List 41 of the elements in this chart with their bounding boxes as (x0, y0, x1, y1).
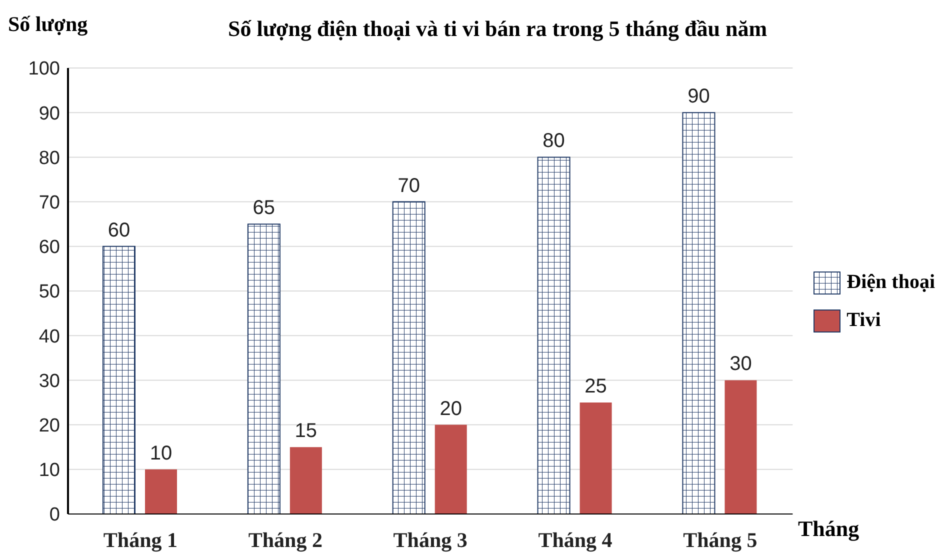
bar (145, 469, 177, 514)
y-tick-label: 30 (38, 370, 60, 392)
bar (102, 246, 136, 514)
x-tick-label: Tháng 4 (538, 528, 613, 552)
bar (392, 201, 426, 514)
bar (290, 447, 322, 514)
legend-label: Tivi (846, 309, 881, 332)
data-label: 80 (542, 130, 565, 152)
x-tick-label: Tháng 1 (103, 528, 178, 552)
x-tick-label: Tháng 3 (393, 528, 468, 552)
bar (580, 402, 612, 514)
y-tick-label: 0 (49, 504, 60, 526)
bar (247, 224, 280, 514)
data-label: 65 (252, 197, 276, 220)
chart-title: Số lượng điện thoại và ti vi bán ra trong 5 tháng đầu năm (228, 16, 768, 42)
data-label: 30 (730, 353, 752, 376)
bar (537, 156, 570, 514)
data-label: 70 (398, 174, 420, 197)
x-tick-label: Tháng 2 (248, 528, 322, 552)
data-label: 25 (584, 376, 607, 398)
x-axis-title: Tháng (798, 516, 860, 542)
y-tick-label: 70 (38, 192, 60, 214)
x-tick-label: Tháng 5 (683, 528, 758, 552)
y-tick-label: 40 (38, 326, 60, 348)
data-label: 10 (150, 442, 172, 464)
y-tick-label: 50 (38, 282, 60, 303)
y-tick-label: 90 (38, 103, 60, 124)
y-tick-label: 80 (38, 148, 60, 169)
y-tick-label: 100 (28, 58, 60, 80)
y-tick-label: 60 (38, 237, 60, 258)
data-label: 20 (440, 398, 462, 420)
y-axis-title: Số lượng (8, 12, 88, 37)
y-tick-label: 10 (38, 460, 60, 482)
y-tick-label: 20 (38, 416, 60, 437)
bar (724, 380, 757, 514)
data-label: 15 (294, 420, 318, 442)
legend-label: Điện thoại (846, 271, 935, 294)
data-label: 60 (108, 219, 130, 242)
data-label: 90 (688, 86, 710, 108)
bar (434, 424, 467, 514)
bar (682, 112, 716, 514)
